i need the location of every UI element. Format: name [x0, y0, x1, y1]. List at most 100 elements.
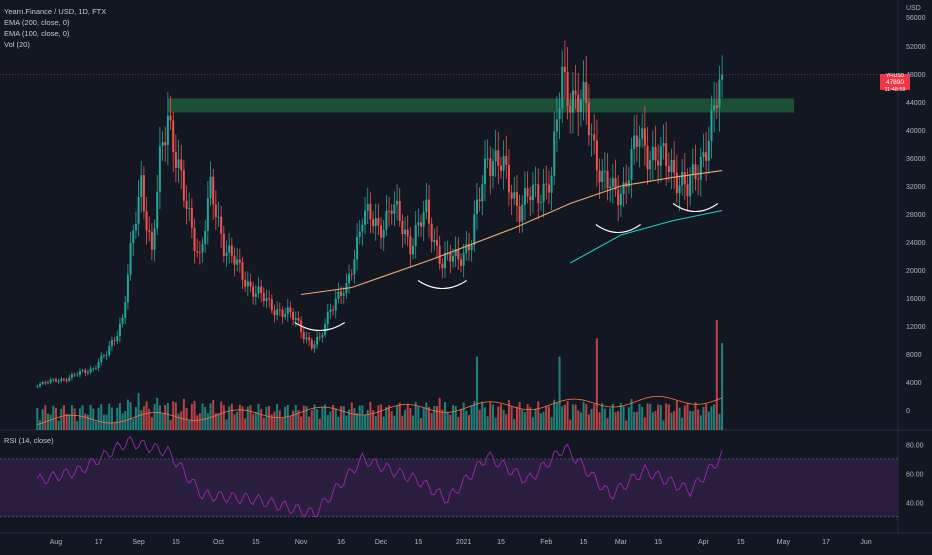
candle-body [619, 193, 622, 206]
candle-body [305, 337, 308, 340]
price-tag-symbol: YFIUSD [885, 73, 905, 79]
candle-body [332, 309, 335, 311]
candle-body [284, 314, 287, 317]
volume-bar [601, 403, 604, 430]
cup-annotation [417, 280, 467, 290]
candle-body [73, 374, 76, 376]
candle-body [281, 309, 284, 317]
candle-body [686, 184, 689, 197]
candle-body [694, 164, 697, 180]
candle-body [478, 199, 481, 202]
candle-body [190, 208, 193, 228]
volume-bar [638, 403, 641, 430]
candle-body [262, 292, 265, 302]
candle-body [603, 170, 606, 172]
volume-bar [713, 404, 716, 430]
candle-body [86, 372, 89, 374]
volume-bar [273, 411, 276, 430]
candle-body [348, 274, 351, 284]
candle-body [132, 230, 135, 243]
candle-body [102, 355, 105, 357]
time-tick-label: Aug [50, 539, 63, 546]
volume-bar [614, 412, 617, 430]
candle-body [41, 382, 44, 385]
cup-annotation [595, 224, 641, 234]
candle-body [148, 230, 151, 233]
candle-body [54, 379, 57, 382]
volume-bar [505, 414, 508, 430]
volume-bar [228, 406, 231, 430]
volume-bar [164, 404, 167, 430]
volume-bar [265, 406, 268, 430]
volume-bar [230, 403, 233, 430]
volume-bar [657, 404, 660, 430]
volume-bar [510, 406, 513, 430]
candle-body [161, 142, 164, 147]
candle-body [657, 160, 660, 166]
candle-body [340, 291, 343, 296]
volume-bar [571, 404, 574, 430]
candle-body [710, 110, 713, 141]
volume-bar [268, 406, 271, 430]
volume-bar [225, 419, 228, 430]
volume-bar [294, 404, 297, 430]
volume-bar [110, 407, 113, 430]
candle-body [118, 323, 121, 337]
candle-body [209, 176, 212, 198]
candle-body [665, 143, 668, 167]
candle-body [673, 159, 676, 173]
candle-body [563, 66, 566, 72]
volume-bar [577, 410, 580, 430]
volume-bar [60, 408, 63, 430]
candle-body [302, 332, 305, 340]
candle-body [273, 310, 276, 316]
candle-body [238, 259, 241, 263]
candle-body [550, 175, 553, 193]
volume-bar [196, 415, 199, 430]
volume-bar [625, 420, 628, 430]
candle-body [289, 307, 292, 313]
candle-body [420, 222, 423, 227]
volume-bar [65, 413, 68, 430]
time-tick-label: Dec [375, 539, 388, 546]
candle-body [92, 368, 95, 370]
volume-bar [582, 402, 585, 430]
volume-bar [86, 414, 89, 430]
volume-bar [342, 406, 345, 430]
volume-bar [361, 405, 364, 430]
candle-body [374, 218, 377, 227]
volume-bar [542, 411, 545, 430]
price-tag-value: 47890 [885, 79, 905, 86]
candle-body [436, 239, 439, 246]
volume-bar [49, 414, 52, 430]
volume-bar [715, 320, 718, 430]
candle-body [579, 99, 582, 112]
candle-body [230, 245, 233, 256]
candle-body [310, 340, 313, 349]
volume-bar [300, 416, 303, 430]
volume-bar [404, 409, 407, 430]
volume-bar [659, 405, 662, 430]
candle-body [145, 211, 148, 231]
candle-body [388, 210, 391, 212]
candle-body [254, 293, 257, 297]
volume-bar [36, 408, 39, 430]
price-tick-label: 40000 [906, 128, 926, 135]
candle-body [473, 213, 476, 246]
volume-bar [686, 403, 689, 430]
price-tick-label: 8000 [906, 352, 922, 359]
volume-bar [406, 403, 409, 430]
volume-bar [678, 407, 681, 430]
candle-body [377, 218, 380, 226]
volume-bar [313, 404, 316, 430]
volume-bar [611, 403, 614, 430]
time-tick-label: 2021 [456, 539, 472, 546]
candle-body [153, 228, 156, 250]
candle-body [646, 145, 649, 170]
candle-body [617, 189, 620, 206]
ema-line-200 [569, 209, 723, 264]
volume-bar [241, 406, 244, 430]
volume-bar [502, 409, 505, 430]
